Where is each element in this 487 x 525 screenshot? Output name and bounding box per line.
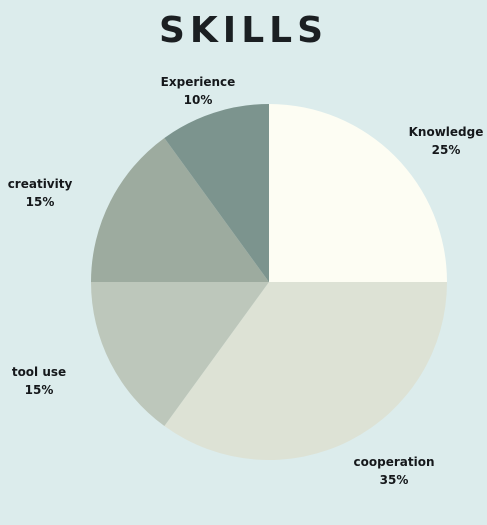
slice-label: Knowledge bbox=[409, 125, 484, 139]
slice-value-label: 25% bbox=[432, 143, 461, 157]
slice-label: Experience bbox=[161, 75, 236, 89]
pie-slice-experience bbox=[164, 104, 269, 282]
slice-value-label: 10% bbox=[184, 93, 213, 107]
slice-value-label: 35% bbox=[380, 473, 409, 487]
pie-labels: Knowledge 25% cooperation 35% tool use 15% cre… bbox=[8, 75, 484, 487]
slice-value-label: 15% bbox=[25, 383, 54, 397]
pie-slices bbox=[91, 104, 448, 461]
slice-label: tool use bbox=[12, 365, 66, 379]
pie-slice-tool-use bbox=[91, 282, 269, 427]
pie-slice-knowledge bbox=[269, 104, 447, 282]
slice-label: cooperation bbox=[354, 455, 435, 469]
slice-label: creativity bbox=[8, 177, 73, 191]
pie-slice-cooperation bbox=[164, 282, 448, 461]
pie-slice-creativity bbox=[91, 137, 269, 282]
slice-value-label: 15% bbox=[26, 195, 55, 209]
chart-title: SKILLS bbox=[158, 10, 329, 51]
